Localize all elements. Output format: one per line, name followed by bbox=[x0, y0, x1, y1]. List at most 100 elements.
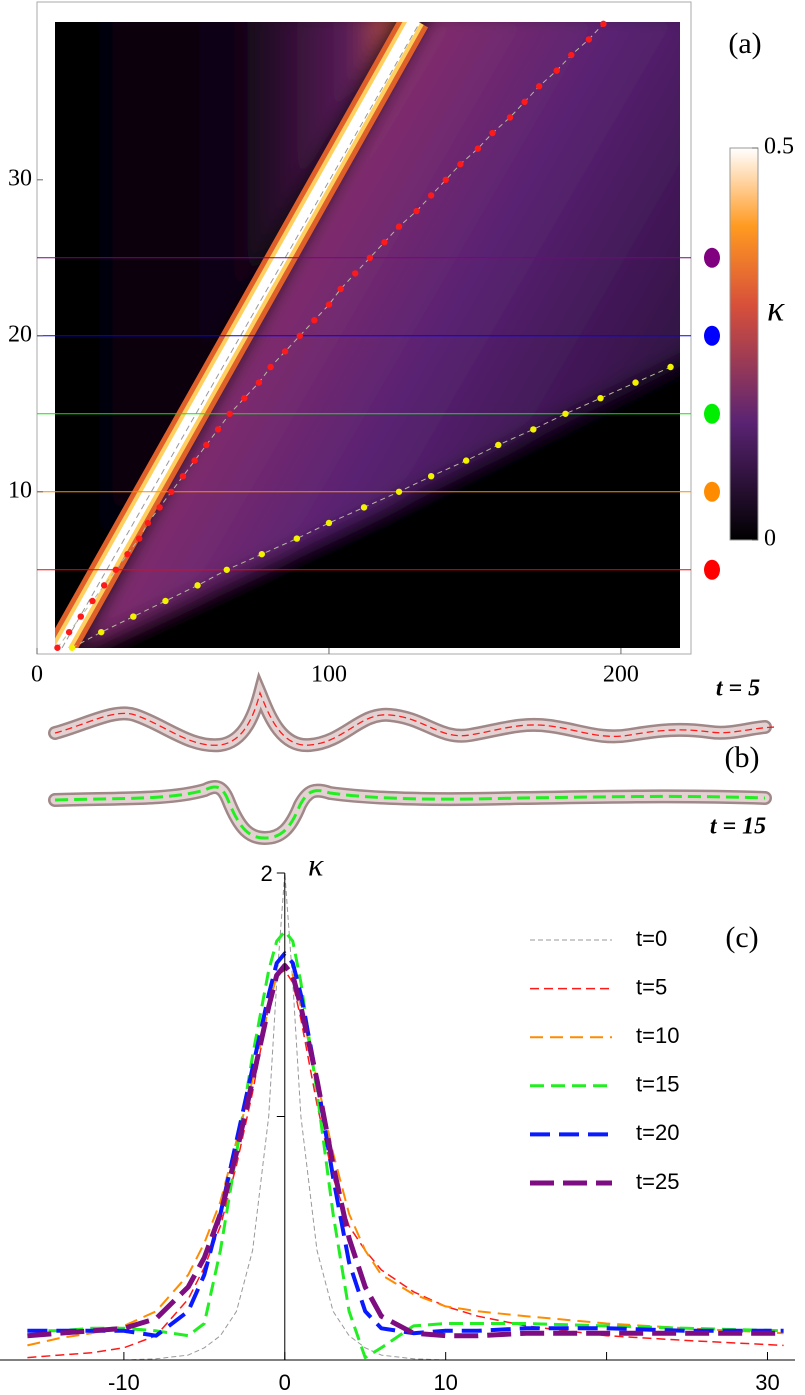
data-point bbox=[462, 457, 470, 464]
data-point bbox=[267, 363, 274, 371]
colorbar bbox=[729, 147, 759, 541]
data-point bbox=[296, 332, 303, 339]
data-point bbox=[135, 535, 143, 542]
panel-label: (b) bbox=[725, 741, 760, 774]
data-point bbox=[223, 566, 230, 573]
x-tick-label: 0 bbox=[279, 1370, 291, 1395]
data-point bbox=[179, 472, 187, 480]
curve bbox=[27, 929, 784, 1360]
time-marker bbox=[704, 481, 720, 502]
data-point bbox=[156, 504, 163, 511]
data-point bbox=[395, 488, 403, 495]
y-tick-label: 2 bbox=[261, 861, 273, 886]
data-point bbox=[553, 67, 560, 74]
data-point bbox=[600, 20, 607, 28]
legend-label: t=15 bbox=[636, 1072, 679, 1097]
data-point bbox=[68, 644, 76, 651]
data-point bbox=[562, 410, 569, 417]
data-point bbox=[427, 192, 435, 199]
panel-label: (a) bbox=[728, 27, 761, 60]
rod-bottom bbox=[48, 780, 772, 846]
data-point bbox=[489, 129, 496, 137]
legend-label: t=20 bbox=[636, 1120, 679, 1145]
data-point bbox=[535, 83, 543, 90]
data-point bbox=[413, 207, 420, 215]
y-tick-label: 10 bbox=[8, 477, 32, 503]
frame bbox=[36, 1, 692, 655]
legend-label: t=5 bbox=[636, 974, 667, 999]
legend-label: t=0 bbox=[636, 926, 667, 951]
data-point bbox=[530, 426, 537, 433]
data-point bbox=[495, 441, 502, 449]
data-point bbox=[366, 254, 374, 262]
data-point bbox=[214, 426, 222, 433]
curve bbox=[27, 951, 784, 1338]
colorbar-tick-label: 0 bbox=[764, 526, 776, 552]
data-point bbox=[352, 270, 359, 277]
data-point bbox=[427, 472, 435, 480]
data-point bbox=[395, 223, 403, 230]
data-point bbox=[65, 628, 73, 636]
data-point bbox=[506, 114, 514, 121]
legend-label: t=25 bbox=[636, 1169, 679, 1194]
data-point bbox=[585, 36, 593, 43]
data-point bbox=[255, 379, 263, 386]
data-point bbox=[203, 441, 210, 449]
x-tick-label: 30 bbox=[755, 1370, 779, 1395]
heatmap bbox=[55, 22, 680, 648]
x-tick-label: 10 bbox=[433, 1370, 457, 1395]
y-tick-label: 20 bbox=[8, 321, 32, 347]
x-tick-label: 200 bbox=[603, 662, 639, 688]
time-marker bbox=[704, 247, 720, 268]
data-point bbox=[381, 239, 388, 246]
curve bbox=[27, 963, 784, 1339]
data-point bbox=[226, 410, 233, 417]
data-point bbox=[325, 519, 333, 527]
data-point bbox=[293, 535, 301, 542]
data-point bbox=[54, 644, 61, 651]
y-tick-label: 30 bbox=[8, 165, 32, 191]
legend-label: t=10 bbox=[636, 1023, 679, 1048]
data-point bbox=[258, 550, 266, 558]
data-point bbox=[168, 488, 175, 495]
data-point bbox=[112, 566, 120, 573]
colorbar-label: κ bbox=[767, 288, 785, 328]
data-point bbox=[457, 161, 464, 168]
data-point bbox=[191, 457, 198, 464]
x-tick-label: 100 bbox=[311, 662, 347, 688]
data-point bbox=[474, 145, 482, 152]
data-point bbox=[77, 613, 84, 620]
rod-top bbox=[48, 671, 776, 753]
panel-label: (c) bbox=[725, 921, 758, 954]
plot-area bbox=[27, 872, 784, 1361]
curve bbox=[27, 969, 784, 1359]
data-point bbox=[281, 348, 289, 355]
data-point bbox=[130, 613, 137, 620]
rod-label: t = 15 bbox=[710, 814, 766, 840]
data-point bbox=[632, 379, 639, 386]
data-point bbox=[311, 317, 318, 324]
data-point bbox=[337, 285, 344, 293]
time-marker bbox=[704, 325, 720, 346]
data-point bbox=[241, 394, 248, 402]
data-point bbox=[100, 582, 108, 589]
data-point bbox=[667, 363, 674, 371]
data-point bbox=[521, 98, 528, 106]
time-marker bbox=[704, 403, 720, 424]
data-point bbox=[144, 519, 152, 527]
data-point bbox=[124, 550, 131, 558]
x-tick-label: 0 bbox=[31, 662, 43, 688]
data-point bbox=[162, 597, 169, 605]
y-axis-label: κ bbox=[308, 846, 324, 882]
time-marker bbox=[704, 559, 720, 580]
data-point bbox=[325, 301, 333, 308]
data-point bbox=[597, 394, 604, 402]
rod-label: t = 5 bbox=[716, 676, 760, 702]
data-point bbox=[568, 51, 575, 59]
data-point bbox=[89, 597, 96, 605]
x-tick-label: -10 bbox=[108, 1370, 140, 1395]
trend-line bbox=[57, 23, 604, 649]
data-point bbox=[442, 176, 449, 184]
data-point bbox=[360, 504, 368, 511]
